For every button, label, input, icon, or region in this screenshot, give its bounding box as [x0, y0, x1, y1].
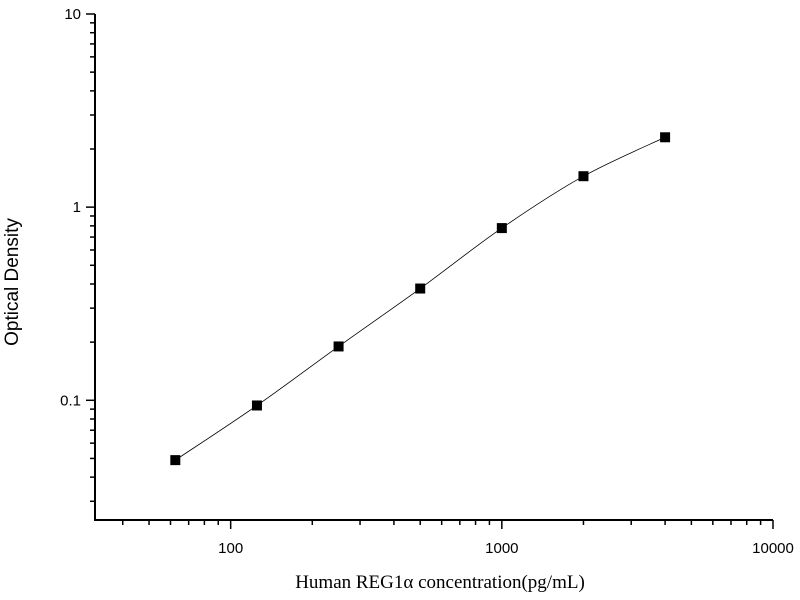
axes: 100 1000 10000 0.1 1 10: [60, 6, 794, 557]
fit-curve-group: [175, 136, 666, 461]
y-tick-label: 1: [73, 199, 81, 216]
data-point: [496, 223, 507, 234]
data-point: [170, 455, 181, 466]
data-point: [660, 132, 671, 143]
x-axis-title: Human REG1α concentration(pg/mL): [295, 572, 585, 593]
y-tick-label: 10: [64, 6, 81, 23]
x-tick-label: 100: [218, 540, 243, 557]
y-tick-label: 0.1: [60, 392, 81, 409]
data-point: [333, 341, 344, 352]
data-point: [251, 400, 262, 411]
x-tick-label: 10000: [752, 540, 794, 557]
y-axis-title: Optical Density: [2, 218, 23, 346]
data-point: [578, 171, 589, 182]
data-points: [170, 132, 671, 466]
x-tick-label: 1000: [485, 540, 518, 557]
fit-curve: [175, 136, 666, 461]
data-point: [415, 283, 426, 294]
